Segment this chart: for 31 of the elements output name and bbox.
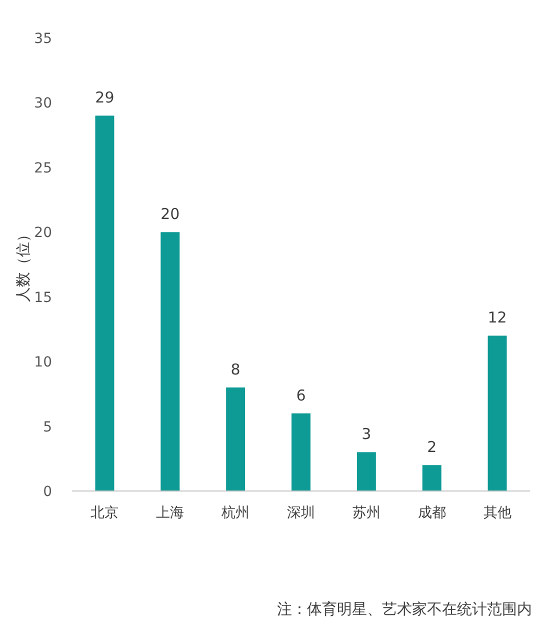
data-label: 3 — [362, 425, 372, 444]
x-tick-label: 北京 — [90, 505, 119, 521]
y-tick-label: 30 — [34, 96, 52, 112]
bar — [226, 387, 246, 491]
y-tick-label: 35 — [34, 31, 52, 47]
x-tick-label: 上海 — [156, 505, 184, 521]
data-label: 2 — [427, 438, 437, 456]
data-label: 20 — [160, 205, 180, 224]
data-label: 6 — [296, 386, 306, 404]
y-tick-label: 10 — [34, 354, 52, 371]
y-tick-label: 15 — [34, 290, 52, 306]
bar — [356, 452, 376, 491]
x-tick-label: 苏州 — [352, 505, 380, 521]
y-axis-title: 人数（位） — [14, 227, 32, 302]
bar — [292, 413, 310, 491]
bar — [422, 465, 442, 491]
data-label: 29 — [95, 88, 114, 107]
x-tick-label: 杭州 — [220, 505, 250, 521]
x-tick-label: 深圳 — [287, 505, 315, 521]
data-label: 12 — [488, 308, 507, 327]
y-tick-label: 25 — [34, 160, 52, 176]
y-tick-label: 20 — [34, 225, 52, 242]
bar — [160, 232, 180, 491]
text: 注：体育明星、艺术家不在统计范围内 — [277, 600, 532, 618]
bar — [95, 116, 114, 491]
x-tick-label: 成都 — [418, 505, 446, 521]
x-tick-label: 其他 — [483, 505, 512, 521]
data-label: 8 — [230, 360, 240, 378]
bar — [488, 336, 507, 491]
y-tick-label: 5 — [43, 419, 52, 436]
y-tick-label: 0 — [43, 484, 52, 500]
